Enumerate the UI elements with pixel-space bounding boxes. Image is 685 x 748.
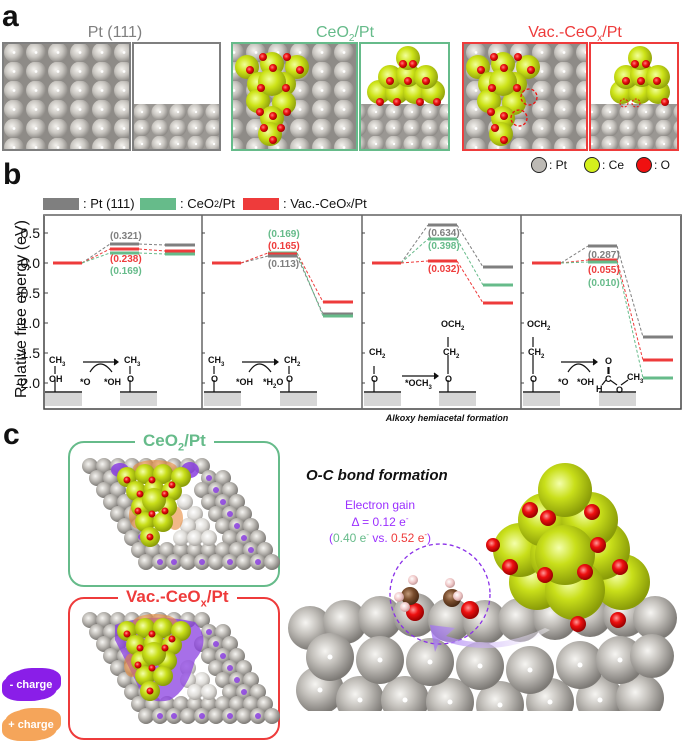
- formula-text: O: [211, 374, 219, 384]
- legend-pt: : Pt: [531, 157, 567, 173]
- electron-gain-region: [389, 543, 491, 645]
- arrow-label: *H2O: [263, 377, 284, 390]
- formula-text: OH: [49, 374, 63, 384]
- pt111-swatch: [43, 197, 79, 210]
- energy-label: (0.287): [588, 250, 620, 261]
- panel-a-structures: [2, 42, 679, 151]
- legend-ce: : Ce: [584, 157, 624, 173]
- energy-label: (0.032): [428, 264, 460, 275]
- formula-text: CH2: [284, 355, 301, 368]
- ceo2-charge-density-map: [82, 458, 280, 570]
- formula-text: H: [596, 384, 603, 394]
- formula-text: O: [605, 356, 613, 366]
- o-atom-icon: [636, 157, 652, 173]
- energy-label: (0.113): [268, 259, 300, 270]
- energy-label: (0.165): [268, 241, 300, 252]
- pt111-side-view: [132, 42, 221, 151]
- formula-text: O: [616, 385, 624, 395]
- legend-ceo2: : CeO 2/Pt: [140, 196, 235, 211]
- y-tick: -0.5: [15, 285, 40, 301]
- legend-vac-ceox: : Vac.-CeO x/Pt: [243, 196, 367, 211]
- ceo2-swatch: [140, 197, 176, 210]
- formula-text: O: [286, 374, 294, 384]
- formula-text: O: [445, 374, 453, 384]
- formula-text: CH3: [49, 355, 66, 368]
- surface-slabs: [45, 391, 636, 406]
- energy-label: (0.169): [110, 266, 142, 277]
- formula-text: O: [530, 374, 538, 384]
- formula-text: CH2: [369, 347, 386, 360]
- arrow-label: *OH: [577, 377, 595, 387]
- formula-text: OCH2: [441, 319, 465, 332]
- panel-b-letter: b: [3, 158, 22, 191]
- minus-charge-legend: - charge: [5, 670, 57, 700]
- formula-text: CH2: [528, 347, 545, 360]
- pt111-title: Pt (111): [87, 24, 143, 41]
- vac-ceox-swatch: [243, 197, 279, 210]
- vacancy-marker: [631, 98, 641, 108]
- y-tick: 0.0: [20, 255, 40, 271]
- o-c-bond-formation-structure: [288, 463, 685, 748]
- formula-text: O: [371, 374, 379, 384]
- vacancy-marker: [510, 109, 528, 127]
- formula-text: CH3: [208, 355, 225, 368]
- arrow-label: *OCH3: [405, 378, 432, 391]
- free-energy-diagram: [43, 214, 682, 410]
- step1-levels: [53, 242, 195, 265]
- y-tick: -1.0: [15, 315, 40, 331]
- charge-transfer-arrow: [430, 625, 550, 652]
- energy-label: (0.398): [428, 241, 460, 252]
- arrow-label: *O: [80, 377, 91, 387]
- y-tick: -1.5: [15, 345, 40, 361]
- step2-levels: [212, 251, 353, 318]
- energy-label: (0.169): [268, 229, 300, 240]
- vacancy-marker: [520, 88, 538, 106]
- vac-ceox-top-view: [462, 42, 588, 151]
- ceo2-side-view: [359, 42, 450, 151]
- formula-text: C: [605, 374, 612, 384]
- ce-atom-icon: [584, 157, 600, 173]
- step3-levels: [372, 223, 513, 305]
- pt111-top-view: [2, 42, 131, 151]
- formula-text: O: [127, 374, 135, 384]
- y-tick: -2.0: [15, 375, 40, 391]
- vac-ceox-side-view: [589, 42, 679, 151]
- section3-caption: Alkoxy hemiacetal formation: [385, 413, 509, 423]
- legend-o: : O: [636, 157, 670, 173]
- panel-a-letter: a: [2, 0, 19, 33]
- energy-label: (0.238): [110, 254, 142, 265]
- ceo2-title: CeO2/Pt: [315, 24, 375, 45]
- vac-ceox-charge-density-map: [82, 612, 280, 724]
- plus-charge-legend: + charge: [5, 710, 57, 740]
- energy-label: (0.010): [588, 278, 620, 289]
- ceo2-charge-title: CeO2/Pt: [135, 431, 214, 454]
- step4-levels: [532, 244, 673, 380]
- formula-text: CH2: [443, 347, 460, 360]
- electron-gain-delta: Δ = 0.12 e-: [351, 514, 409, 529]
- legend-pt111: : Pt (111): [43, 196, 135, 211]
- ceo2-top-view: [231, 42, 358, 151]
- o-c-bond-heading: O-C bond formation: [306, 467, 448, 484]
- y-tick: 0.5: [20, 225, 40, 241]
- arrow-label: *O: [558, 377, 569, 387]
- pt-atom-icon: [531, 157, 547, 173]
- formula-text: CH3: [124, 355, 141, 368]
- vacancy-marker: [619, 98, 629, 108]
- energy-label: (0.321): [110, 231, 142, 242]
- energy-label: (0.634): [428, 228, 460, 239]
- formula-text: CH3: [627, 372, 644, 385]
- panel-c-letter: c: [3, 418, 20, 451]
- formula-text: OCH2: [527, 319, 551, 332]
- vac-ceox-title: Vac.-CeOx/Pt: [528, 24, 622, 45]
- arrow-label: *OH: [104, 377, 122, 387]
- electron-gain-comparison: (0.40 e- vs. 0.52 e-): [328, 530, 432, 545]
- vac-ceox-charge-title: Vac.-CeOx/Pt: [118, 587, 237, 610]
- energy-label: (0.055): [588, 265, 620, 276]
- electron-gain-title: Electron gain: [344, 498, 416, 512]
- arrow-label: *OH: [236, 377, 254, 387]
